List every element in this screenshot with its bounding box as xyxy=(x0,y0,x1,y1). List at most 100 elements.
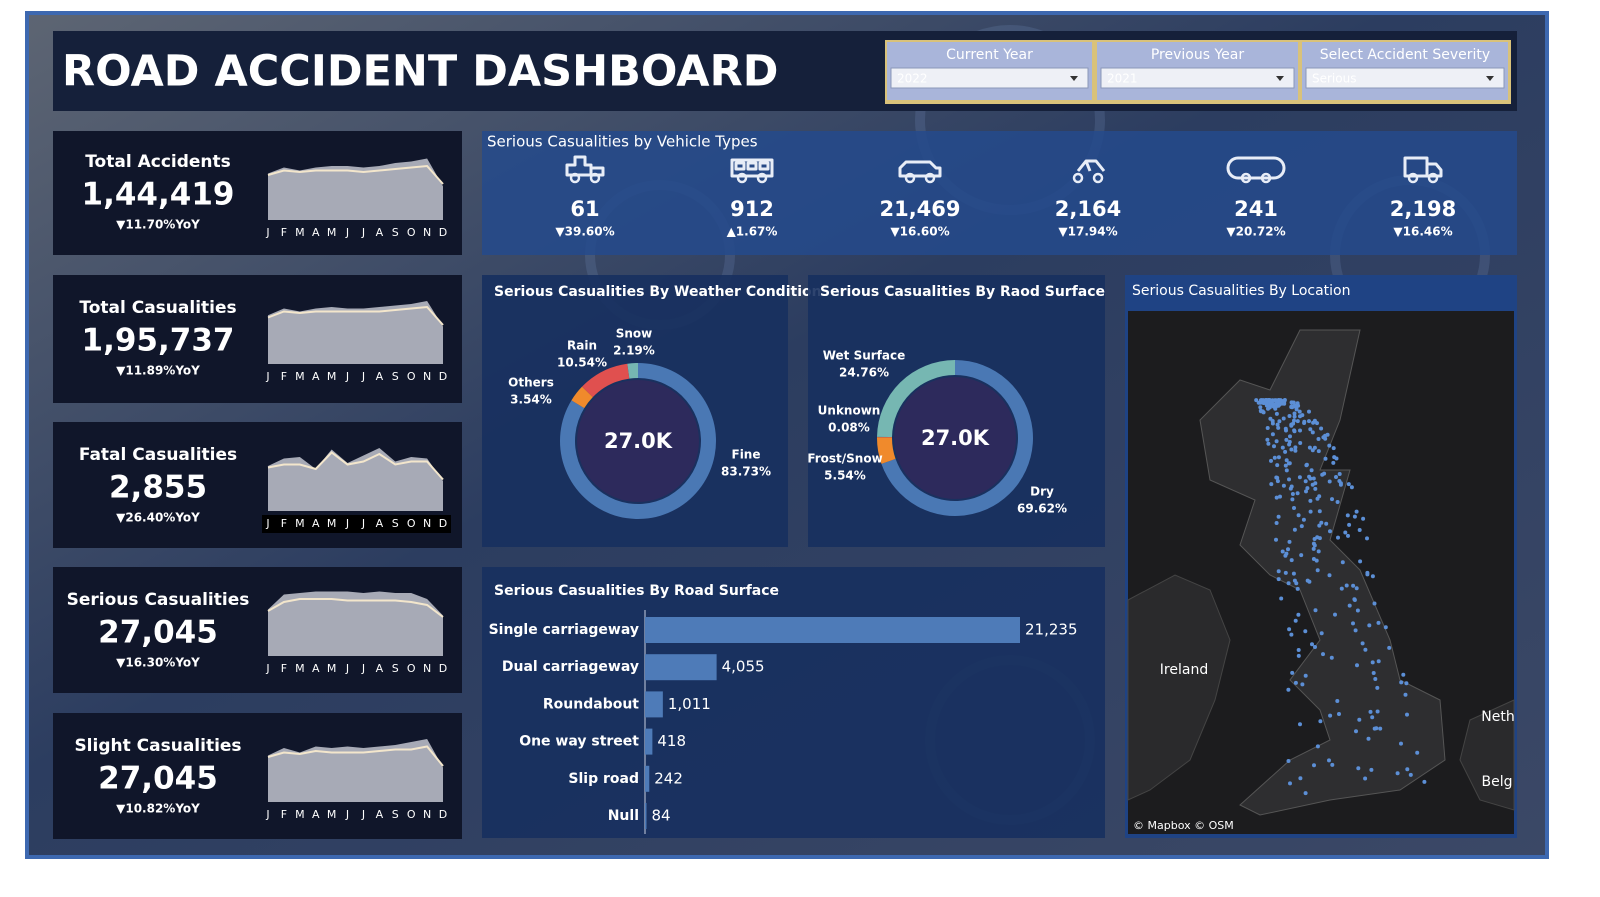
filter-dropdown[interactable] xyxy=(1100,67,1295,89)
month-label: M xyxy=(327,808,337,821)
kpi-title: Fatal Casualities xyxy=(79,445,237,465)
location-dot xyxy=(1269,458,1273,463)
location-dot xyxy=(1358,559,1363,564)
location-dot xyxy=(1317,509,1322,514)
location-dot xyxy=(1295,586,1300,591)
vehicle-icon-wheel xyxy=(1092,172,1104,184)
location-dot xyxy=(1292,428,1297,433)
donut-center-label: 27.0K xyxy=(921,426,990,450)
location-dot xyxy=(1284,468,1289,473)
month-label: J xyxy=(345,662,349,675)
month-label: M xyxy=(295,226,305,239)
vehicle-icon-wheel xyxy=(1427,172,1439,184)
location-dot xyxy=(1284,458,1289,463)
bar xyxy=(645,654,717,681)
location-dot xyxy=(1312,418,1317,423)
location-dot xyxy=(1357,528,1362,532)
location-dot xyxy=(1287,414,1292,418)
location-dot xyxy=(1376,620,1381,625)
filter-label: Previous Year xyxy=(1151,47,1245,63)
sparkline-line xyxy=(267,164,444,185)
location-dot xyxy=(1360,641,1365,646)
location-dot xyxy=(1365,570,1370,575)
location-dot xyxy=(1313,645,1317,649)
donut-label: Unknown xyxy=(818,404,881,418)
location-dot xyxy=(1315,496,1320,501)
location-dot xyxy=(1346,482,1351,487)
month-strip xyxy=(262,515,451,533)
location-dot xyxy=(1366,736,1371,741)
location-dot xyxy=(1276,514,1281,519)
location-dot xyxy=(1383,625,1388,630)
vehicle-icon-wheel xyxy=(924,172,936,184)
month-label: A xyxy=(312,370,320,383)
kpi-change: ▼26.40%YoY xyxy=(116,511,200,525)
location-dot xyxy=(1375,685,1380,690)
bar-panel xyxy=(482,567,1105,838)
location-dot xyxy=(1311,476,1316,481)
location-dot xyxy=(1292,527,1297,532)
location-dot xyxy=(1300,682,1305,687)
sparkline-area xyxy=(268,158,443,220)
location-dot xyxy=(1281,483,1286,488)
filter-value: 2022 xyxy=(897,72,928,86)
month-label: A xyxy=(312,226,320,239)
location-dot xyxy=(1371,671,1376,675)
location-dot xyxy=(1322,471,1327,476)
location-dot xyxy=(1290,670,1295,675)
location-dot xyxy=(1314,558,1319,563)
month-label: A xyxy=(376,808,384,821)
location-dot xyxy=(1268,416,1273,421)
location-dot xyxy=(1294,405,1299,410)
location-dot xyxy=(1286,759,1291,763)
month-label: O xyxy=(407,370,416,383)
location-dot xyxy=(1367,623,1372,628)
location-dot xyxy=(1343,530,1348,535)
donut-label: Wet Surface xyxy=(823,349,906,363)
location-dot xyxy=(1408,772,1413,777)
month-label: J xyxy=(265,662,269,675)
location-dot xyxy=(1272,444,1276,449)
location-dot xyxy=(1254,398,1259,403)
filter-dropdown[interactable] xyxy=(890,67,1089,89)
location-dot xyxy=(1317,536,1322,541)
location-dot xyxy=(1298,441,1303,445)
location-dot xyxy=(1293,680,1298,685)
location-dot xyxy=(1293,618,1298,623)
donut-segment xyxy=(877,360,955,438)
location-dot xyxy=(1276,455,1281,460)
location-dot xyxy=(1309,468,1314,473)
location-dot xyxy=(1312,763,1316,768)
location-dot xyxy=(1288,434,1292,439)
filter-dropdown[interactable] xyxy=(1305,67,1505,89)
location-dot xyxy=(1295,419,1300,424)
month-label: M xyxy=(327,517,337,530)
location-dot xyxy=(1307,409,1311,414)
sparkline-area xyxy=(268,591,443,656)
location-dot xyxy=(1321,652,1325,657)
month-label: S xyxy=(392,517,399,530)
vehicle-icon xyxy=(565,155,605,177)
month-label: J xyxy=(265,517,269,530)
month-label: M xyxy=(295,517,305,530)
month-label: M xyxy=(327,370,337,383)
location-dot xyxy=(1275,422,1280,427)
location-dot xyxy=(1286,461,1291,466)
month-label: N xyxy=(423,517,431,530)
location-dot xyxy=(1280,445,1285,450)
location-dot xyxy=(1292,418,1296,423)
vehicle-icon-wheel xyxy=(1407,172,1419,184)
vehicle-change: ▼16.60% xyxy=(890,225,949,239)
location-dot xyxy=(1329,655,1334,660)
dropdown-arrow xyxy=(1486,76,1494,81)
location-dot xyxy=(1290,492,1295,496)
month-label: J xyxy=(361,370,365,383)
donut-label: Frost/Snow xyxy=(807,452,882,466)
location-dot xyxy=(1289,484,1294,489)
vehicle-icon xyxy=(1403,156,1443,178)
location-dot xyxy=(1264,403,1269,408)
location-dot xyxy=(1292,506,1296,510)
location-dot xyxy=(1399,741,1403,746)
location-dot xyxy=(1330,497,1334,502)
